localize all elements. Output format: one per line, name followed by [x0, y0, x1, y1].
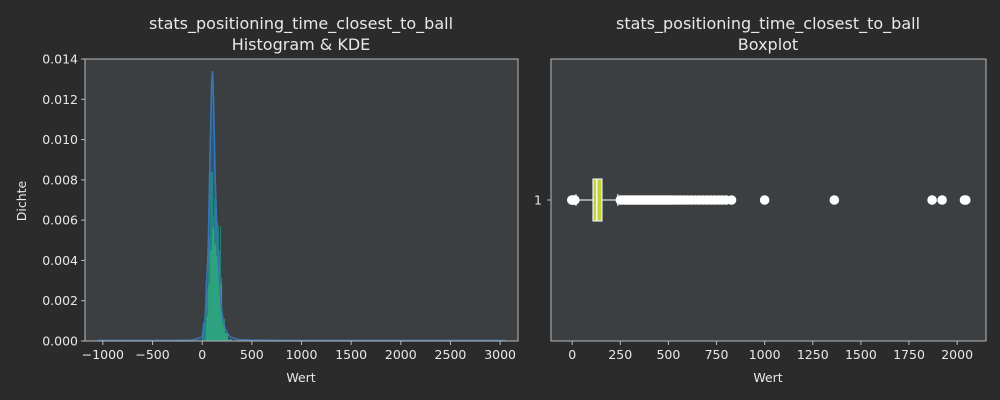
histogram-x-tick-label: 500: [240, 347, 264, 362]
histogram-bars: [199, 71, 242, 342]
histogram-bar: [202, 330, 205, 341]
histogram-y-tick-label: 0.002: [42, 293, 78, 308]
histogram-x-tick-label: 0: [198, 347, 206, 362]
histogram-bar: [225, 332, 229, 341]
boxplot-outlier-point: [759, 195, 770, 205]
histogram-bar: [199, 338, 203, 341]
histogram-plot-area: [85, 59, 518, 341]
histogram-x-tick-label: 3000: [484, 347, 516, 362]
histogram-kde-chart: stats_positioning_time_closest_to_ball H…: [14, 14, 519, 385]
histogram-bar: [208, 284, 211, 341]
boxplot-x-tick-label: 250: [608, 347, 632, 362]
boxplot-x-tick-label: 0: [568, 347, 576, 362]
boxplot-y-tick-label: 1: [534, 193, 542, 208]
boxplot-x-tick-label: 2000: [941, 347, 973, 362]
histogram-y-tick-label: 0.014: [42, 52, 78, 67]
histogram-x-tick-label: 1000: [286, 347, 318, 362]
boxplot-x-tick-label: 1750: [893, 347, 925, 362]
histogram-bar: [206, 316, 209, 341]
boxplot-outlier-point: [937, 195, 947, 205]
boxplot-box: [592, 178, 603, 222]
histogram-y-tick-label: 0.004: [42, 253, 78, 268]
histogram-bar: [204, 322, 207, 341]
histogram-bar: [218, 268, 221, 341]
histogram-bar: [214, 244, 217, 341]
histogram-y-tick-label: 0.010: [42, 132, 78, 147]
histogram-y-tick-label: 0.012: [42, 92, 78, 107]
boxplot-y-ticks: 1: [534, 193, 551, 208]
boxplot-x-tick-label: 500: [656, 347, 680, 362]
histogram-bar: [220, 226, 222, 341]
histogram-x-tick-label: −1000: [82, 347, 124, 362]
boxplot-chart: stats_positioning_time_closest_to_ball B…: [534, 14, 987, 385]
boxplot-title: stats_positioning_time_closest_to_ball: [616, 14, 920, 34]
histogram-bar: [216, 256, 219, 341]
histogram-y-tick-label: 0.006: [42, 213, 78, 228]
histogram-x-tick-label: 2000: [385, 347, 417, 362]
histogram-subtitle: Histogram & KDE: [232, 35, 371, 54]
boxplot-outlier-point: [570, 195, 580, 205]
boxplot-outlier-point: [829, 195, 840, 205]
boxplot-x-tick-label: 750: [705, 347, 729, 362]
histogram-bar: [222, 318, 226, 341]
histogram-bar: [228, 338, 232, 341]
boxplot-outlier-point: [960, 195, 971, 205]
kde-line: [97, 71, 506, 342]
boxplot-outliers: [566, 195, 971, 205]
histogram-title: stats_positioning_time_closest_to_ball: [149, 14, 453, 34]
histogram-x-ticks: −1000 −500 0 500 1000 1500 2000 2500 3000: [82, 341, 516, 362]
histogram-bar: [210, 250, 213, 341]
boxplot-x-tick-label: 1500: [845, 347, 877, 362]
boxplot-outlier-point: [726, 195, 737, 205]
histogram-y-ticks: 0.000 0.002 0.004 0.006 0.008 0.010 0.012 0.014: [42, 52, 85, 349]
histogram-bar: [220, 284, 223, 341]
histogram-bar: [212, 228, 215, 341]
histogram-y-tick-label: 0.000: [42, 334, 78, 349]
histogram-x-axis-label: Wert: [286, 370, 315, 385]
boxplot-x-tick-label: 1000: [749, 347, 781, 362]
boxplot-x-tick-label: 1250: [797, 347, 829, 362]
boxplot-x-ticks: 0 250 500 750 1000 1250 1500 1750 2000: [568, 341, 973, 362]
histogram-x-tick-label: 1500: [335, 347, 367, 362]
histogram-y-tick-label: 0.008: [42, 172, 78, 187]
histogram-x-tick-label: 2500: [435, 347, 467, 362]
boxplot-subtitle: Boxplot: [738, 35, 798, 54]
histogram-y-axis-label: Dichte: [14, 180, 29, 221]
boxplot-x-axis-label: Wert: [753, 370, 782, 385]
histogram-x-tick-label: −500: [135, 347, 169, 362]
boxplot-outlier-point: [927, 195, 937, 205]
histogram-bar: [206, 288, 209, 341]
